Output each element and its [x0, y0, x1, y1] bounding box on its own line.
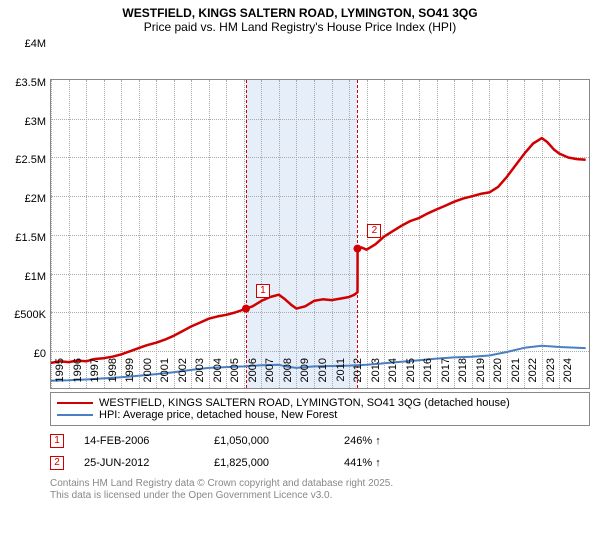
marker-label-2: 2 [367, 224, 381, 238]
transaction-change: 441% ↑ [344, 457, 381, 469]
marker-dot-2 [353, 244, 361, 252]
xtick-label: 1996 [72, 358, 84, 382]
legend-label: WESTFIELD, KINGS SALTERN ROAD, LYMINGTON… [99, 397, 510, 409]
footer-line1: Contains HM Land Registry data © Crown c… [50, 478, 590, 490]
transaction-price: £1,825,000 [214, 457, 324, 469]
xtick-label: 2004 [212, 358, 224, 382]
xtick-label: 2024 [562, 358, 574, 382]
transaction-row-2: 2 25-JUN-2012 £1,825,000 441% ↑ [50, 456, 590, 470]
xtick-label: 2002 [177, 358, 189, 382]
xtick-label: 1997 [89, 358, 101, 382]
marker-dot-1 [242, 304, 250, 312]
footer-attribution: Contains HM Land Registry data © Crown c… [50, 478, 590, 502]
xtick-label: 2003 [194, 358, 206, 382]
xtick-label: 2014 [387, 358, 399, 382]
xtick-label: 2018 [457, 358, 469, 382]
transaction-price: £1,050,000 [214, 435, 324, 447]
xtick-label: 2021 [510, 358, 522, 382]
xtick-label: 2010 [317, 358, 329, 382]
ytick-label: £1M [2, 271, 46, 283]
ytick-label: £3M [2, 116, 46, 128]
xtick-label: 2006 [247, 358, 259, 382]
below-chart-area: WESTFIELD, KINGS SALTERN ROAD, LYMINGTON… [50, 392, 590, 502]
marker-label-1: 1 [256, 284, 270, 298]
xtick-label: 2013 [370, 358, 382, 382]
xtick-label: 2009 [299, 358, 311, 382]
chart-title-line1: WESTFIELD, KINGS SALTERN ROAD, LYMINGTON… [0, 0, 600, 20]
transaction-change: 246% ↑ [344, 435, 381, 447]
ytick-label: £500K [2, 309, 46, 321]
xtick-label: 2017 [440, 358, 452, 382]
chart-title-line2: Price paid vs. HM Land Registry's House … [0, 20, 600, 34]
legend-label: HPI: Average price, detached house, New … [99, 409, 337, 421]
legend-box: WESTFIELD, KINGS SALTERN ROAD, LYMINGTON… [50, 392, 590, 426]
ytick-label: £2.5M [2, 154, 46, 166]
xtick-label: 2008 [282, 358, 294, 382]
series-property [51, 138, 586, 363]
legend-row-hpi: HPI: Average price, detached house, New … [57, 409, 583, 421]
chart-container: WESTFIELD, KINGS SALTERN ROAD, LYMINGTON… [0, 0, 600, 560]
footer-line2: This data is licensed under the Open Gov… [50, 490, 590, 502]
transaction-date: 25-JUN-2012 [84, 457, 194, 469]
xtick-label: 2020 [492, 358, 504, 382]
xtick-label: 2000 [142, 358, 154, 382]
legend-row-property: WESTFIELD, KINGS SALTERN ROAD, LYMINGTON… [57, 397, 583, 409]
transaction-row-1: 1 14-FEB-2006 £1,050,000 246% ↑ [50, 434, 590, 448]
xtick-label: 2011 [335, 358, 347, 382]
xtick-label: 2016 [422, 358, 434, 382]
plot-area: 12 [50, 79, 590, 389]
ytick-label: £3.5M [2, 77, 46, 89]
transaction-marker: 1 [50, 434, 64, 448]
xtick-label: 2001 [159, 358, 171, 382]
xtick-label: 1998 [107, 358, 119, 382]
legend-swatch [57, 414, 93, 416]
ytick-label: £0 [2, 348, 46, 360]
xtick-label: 2012 [352, 358, 364, 382]
xtick-label: 2019 [475, 358, 487, 382]
xtick-label: 2015 [405, 358, 417, 382]
transaction-marker: 2 [50, 456, 64, 470]
series-svg [51, 80, 591, 390]
ytick-label: £2M [2, 193, 46, 205]
xtick-label: 2005 [229, 358, 241, 382]
ytick-label: £1.5M [2, 232, 46, 244]
transactions-list: 1 14-FEB-2006 £1,050,000 246% ↑ 2 25-JUN-2012… [50, 434, 590, 470]
xtick-label: 2022 [527, 358, 539, 382]
xtick-label: 1999 [124, 358, 136, 382]
xtick-label: 1995 [54, 358, 66, 382]
transaction-date: 14-FEB-2006 [84, 435, 194, 447]
xtick-label: 2007 [264, 358, 276, 382]
ytick-label: £4M [2, 38, 46, 50]
legend-swatch [57, 402, 93, 404]
xtick-label: 2023 [545, 358, 557, 382]
